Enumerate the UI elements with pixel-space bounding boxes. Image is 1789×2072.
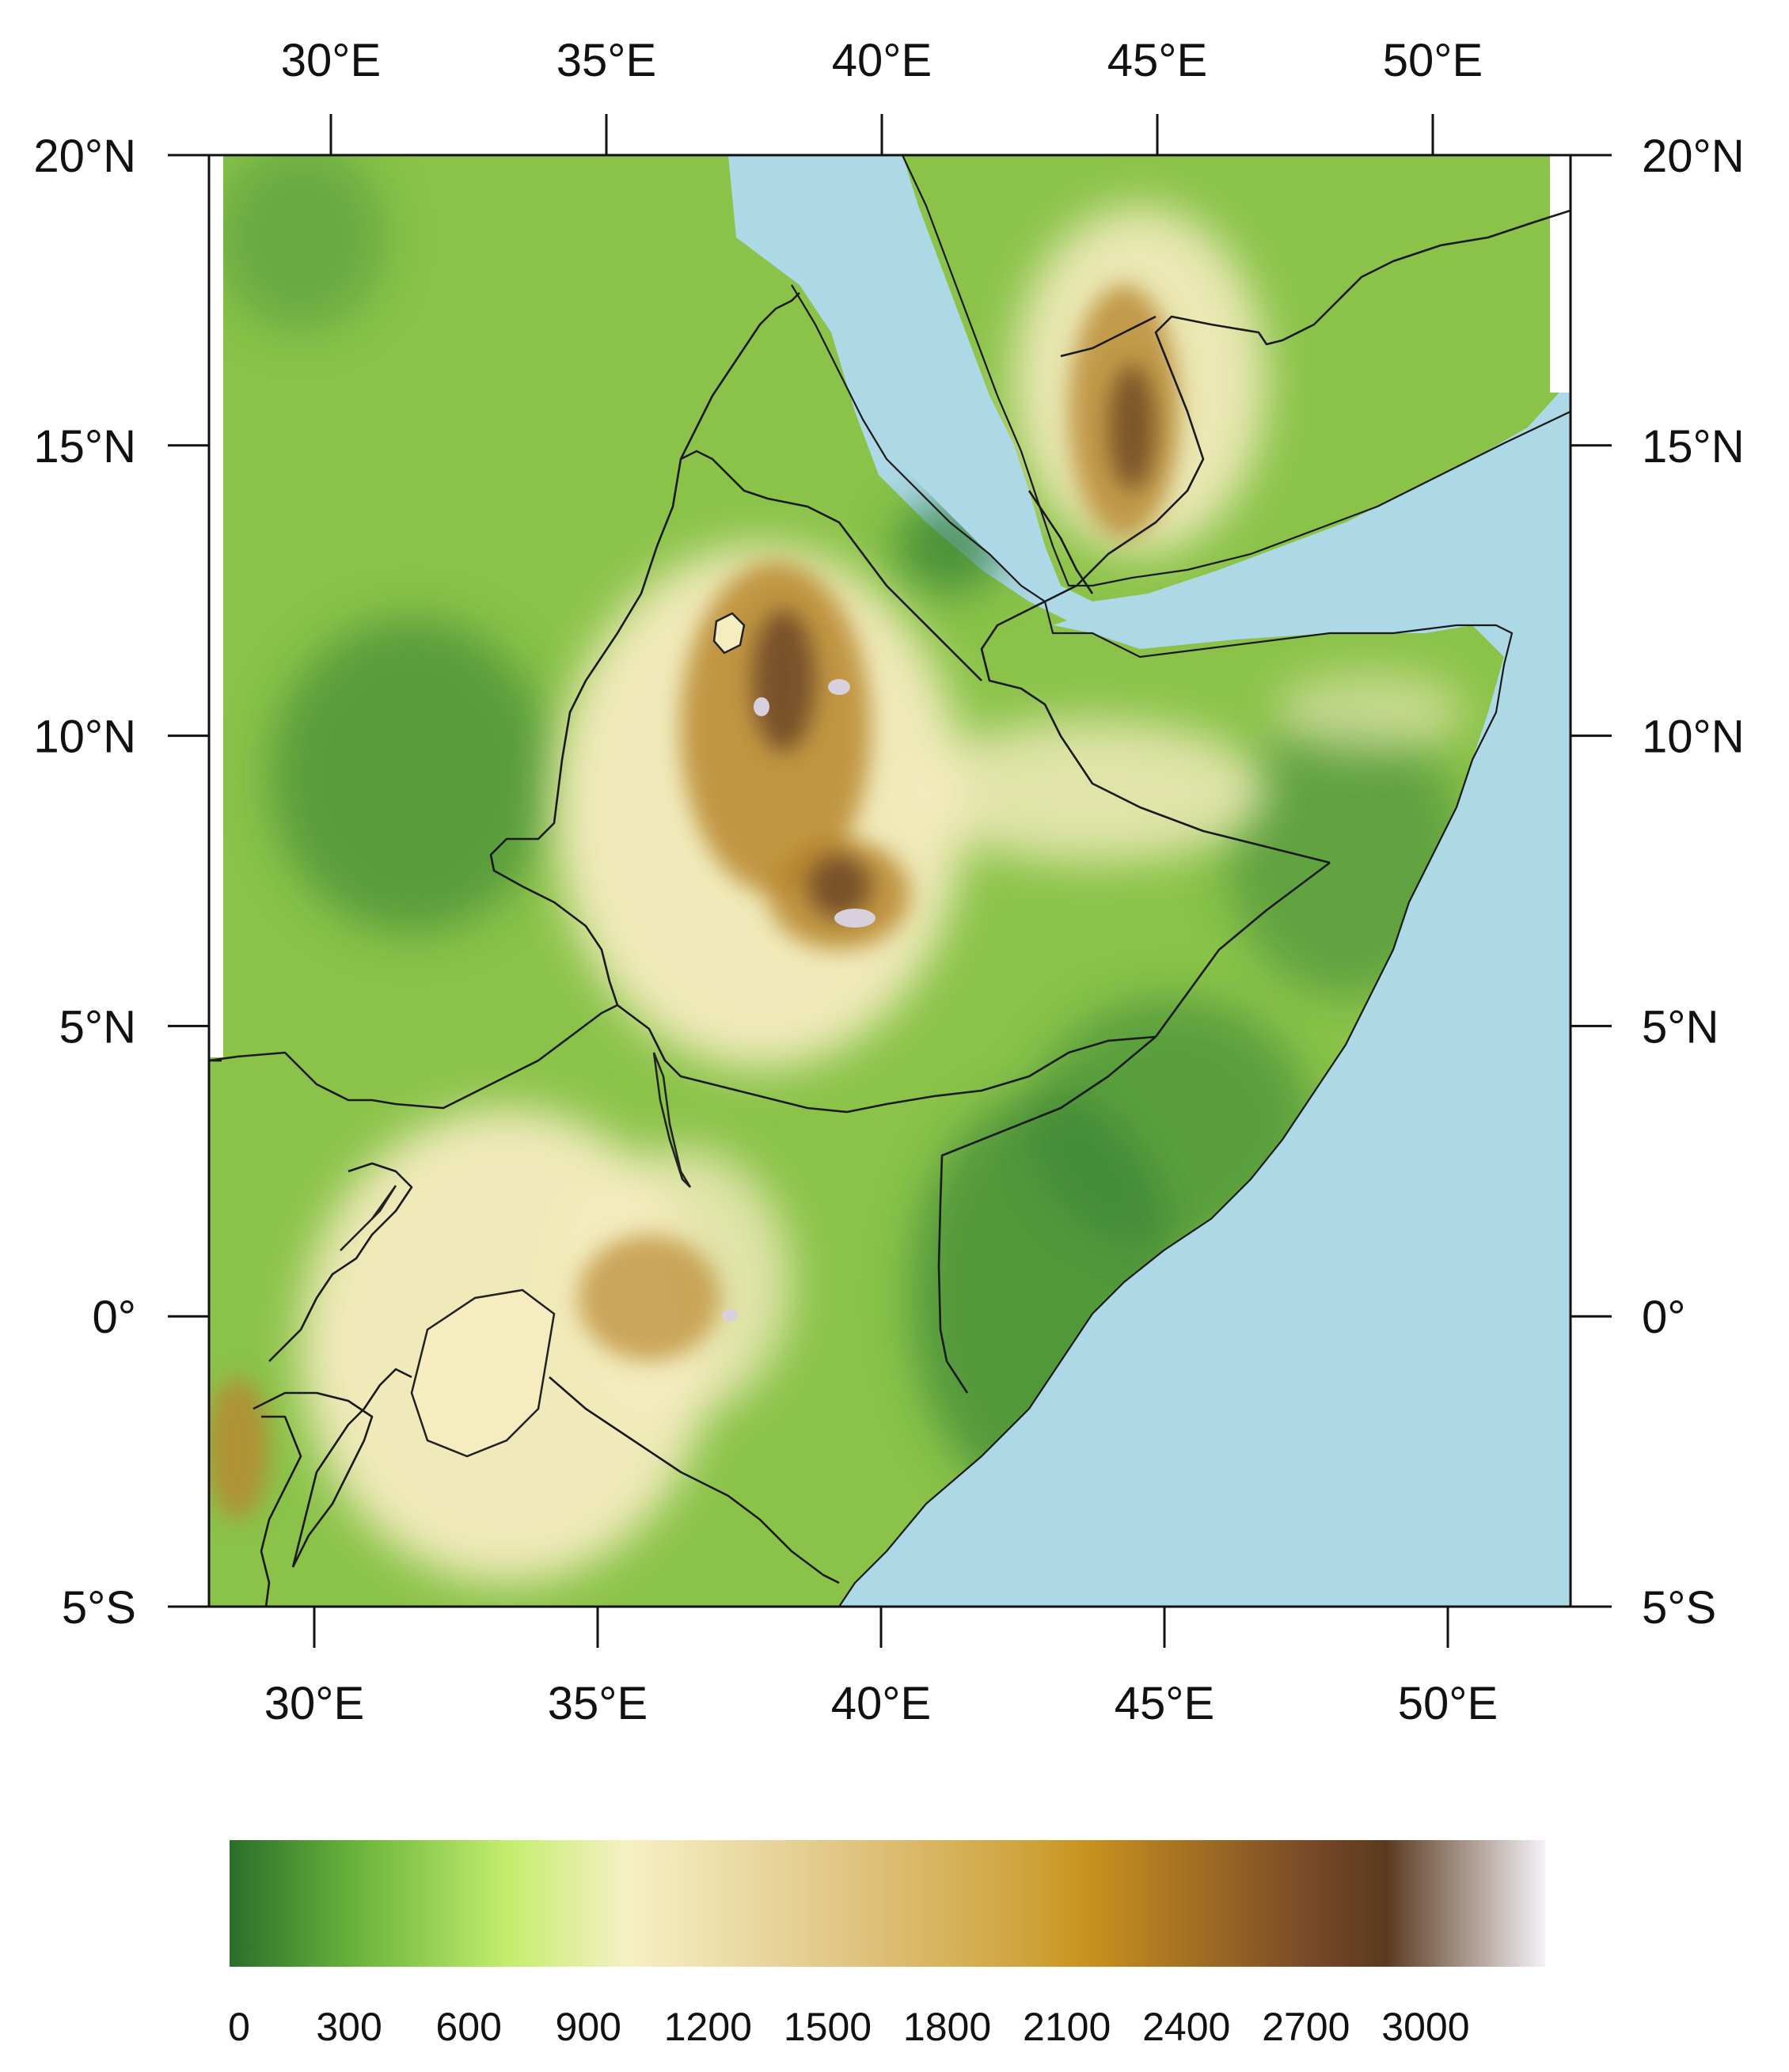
right-lat-label: 10°N — [1642, 712, 1745, 763]
colorbar-label: 2700 — [1262, 2005, 1350, 2049]
right-lat-label: 0° — [1642, 1292, 1685, 1343]
bottom-lon-label: 45°E — [1115, 1678, 1214, 1729]
bottom-lon-label: 40°E — [831, 1678, 931, 1729]
right-lat-label: 5°N — [1642, 1001, 1719, 1053]
colorbar-label: 1800 — [903, 2005, 991, 2049]
colorbar-label: 2400 — [1142, 2005, 1230, 2049]
left-lat-label: 20°N — [33, 131, 136, 182]
map-area — [209, 155, 1571, 1607]
lake-victoria — [410, 1288, 556, 1458]
left-lat-label: 5°S — [62, 1582, 136, 1634]
lowland-shading — [214, 155, 1464, 1504]
colorbar-label: 0 — [228, 2005, 250, 2049]
bottom-lon-label: 35°E — [548, 1678, 648, 1729]
left-lat-label: 15°N — [33, 421, 136, 472]
no-data-left — [209, 155, 223, 1057]
colorbar-label: 900 — [556, 2005, 621, 2049]
colorbar-label: 600 — [435, 2005, 501, 2049]
top-lon-label: 30°E — [281, 35, 381, 86]
colorbar-label: 3000 — [1381, 2005, 1469, 2049]
lake-turkana — [652, 1052, 692, 1188]
top-lon-label: 40°E — [832, 35, 932, 86]
red-sea — [728, 155, 1061, 601]
left-lat-label: 5°N — [59, 1001, 136, 1053]
indian-ocean — [839, 633, 1571, 1607]
colorbar-label: 300 — [316, 2005, 382, 2049]
lake-tana — [712, 612, 746, 655]
axis-ticks: 30°E 35°E 40°E 45°E 50°E 30°E 35°E 40°E 45°E 50°E… — [33, 35, 1744, 1729]
map-frame — [207, 154, 1572, 1608]
colorbar-label: 1200 — [664, 2005, 752, 2049]
left-lat-label: 0° — [93, 1292, 136, 1343]
colorbar-gradient — [230, 1840, 1545, 1967]
colorbar-label: 2100 — [1023, 2005, 1111, 2049]
gulf-of-aden — [1053, 443, 1571, 649]
right-lat-label: 15°N — [1642, 421, 1745, 472]
top-lon-label: 50°E — [1383, 35, 1483, 86]
top-lon-label: 35°E — [556, 35, 656, 86]
colorbar: 0 300 600 900 1200 1500 1800 2100 2400 2700 3000 — [228, 1840, 1545, 2049]
left-lat-label: 10°N — [33, 712, 136, 763]
bottom-lon-label: 50°E — [1398, 1678, 1498, 1729]
colorbar-label: 1500 — [784, 2005, 872, 2049]
right-lat-label: 20°N — [1642, 131, 1745, 182]
top-lon-label: 45°E — [1107, 35, 1207, 86]
coastlines — [791, 155, 1571, 1607]
country-borders — [209, 209, 1571, 1607]
no-data-right — [1550, 155, 1571, 393]
mountain-shading — [752, 364, 1156, 918]
bottom-lon-label: 30°E — [264, 1678, 364, 1729]
lake-albert — [340, 1185, 397, 1251]
peaks — [722, 679, 876, 1322]
right-lat-label: 5°S — [1642, 1582, 1716, 1634]
